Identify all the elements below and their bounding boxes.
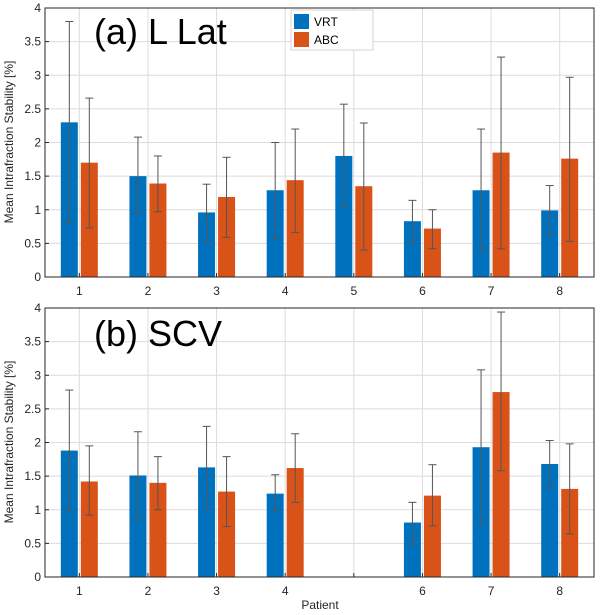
y-tick-label: 2.5: [24, 402, 41, 416]
bar-vrt-patient-2: [129, 475, 147, 577]
bar-vrt-patient-3: [198, 467, 216, 577]
panel-a-y-ticks: 0 0.5 1 1.5 2 2.5 3 3.5 4: [24, 1, 49, 284]
y-tick-label: 1: [34, 503, 41, 517]
y-tick-label: 3.5: [24, 35, 41, 49]
y-tick-label: 3: [34, 368, 41, 382]
y-tick-label: 2: [34, 136, 41, 150]
y-tick-label: 1.5: [24, 169, 41, 183]
bar-abc-patient-2: [149, 183, 167, 277]
bar-vrt-patient-8: [541, 464, 559, 577]
y-tick-label: 1.5: [24, 469, 41, 483]
bar-abc-patient-2: [149, 482, 167, 577]
panel-a-x-ticks: 1 2 3 4 5 6 7 8: [76, 273, 563, 298]
x-tick-label: 6: [419, 584, 426, 598]
bar-abc-patient-3: [218, 491, 236, 577]
bar-abc-patient-7: [492, 392, 510, 577]
legend-vrt-swatch: [294, 14, 309, 29]
y-tick-label: 0: [34, 270, 41, 284]
bar-abc-patient-6: [423, 495, 441, 577]
bar-vrt-patient-2: [129, 176, 147, 277]
y-tick-label: 0: [34, 570, 41, 584]
x-tick-label: 6: [419, 284, 426, 298]
bar-abc-patient-6: [423, 228, 441, 277]
panel-a-y-axis-label: Mean Intrafraction Stability [%]: [2, 61, 16, 224]
panel-b-chart: 0 0.5 1 1.5 2 2.5 3 3.5 4 1 2 3 4 6 7 8 (b) SCV Mean I…: [2, 301, 595, 612]
x-tick-label: 2: [145, 284, 152, 298]
x-tick-label: 5: [350, 284, 357, 298]
y-tick-label: 4: [34, 301, 41, 315]
bar-vrt-patient-4: [266, 493, 284, 577]
x-tick-label: 1: [76, 584, 83, 598]
x-tick-label: 8: [556, 284, 563, 298]
panel-a-title: (a) L Lat: [94, 11, 227, 52]
panel-b-x-ticks: 1 2 3 4 6 7 8: [76, 573, 563, 598]
panel-a-chart: 0 0.5 1 1.5 2 2.5 3 3.5 4 1 2 3 4 5 6 7 8 (a) L Lat Mea…: [2, 1, 595, 298]
y-tick-label: 3: [34, 68, 41, 82]
bar-vrt-patient-6: [403, 221, 421, 277]
x-tick-label: 3: [213, 584, 220, 598]
x-tick-label: 7: [488, 584, 495, 598]
y-tick-label: 4: [34, 1, 41, 15]
y-tick-label: 3.5: [24, 335, 41, 349]
y-tick-label: 0.5: [24, 536, 41, 550]
legend-abc-swatch: [294, 32, 309, 47]
bar-abc-patient-1: [80, 481, 98, 577]
x-tick-label: 1: [76, 284, 83, 298]
y-tick-label: 0.5: [24, 236, 41, 250]
legend: VRT ABC: [290, 9, 374, 51]
x-tick-label: 7: [488, 284, 495, 298]
bar-vrt-patient-6: [403, 522, 421, 577]
bar-vrt-patient-3: [198, 212, 216, 277]
panel-a-marks: [60, 20, 579, 277]
bar-vrt-patient-8: [541, 210, 559, 277]
x-tick-label: 4: [282, 584, 289, 598]
x-tick-label: 2: [145, 584, 152, 598]
x-tick-label: 8: [556, 584, 563, 598]
y-tick-label: 1: [34, 203, 41, 217]
bar-abc-patient-4: [286, 468, 304, 577]
panel-b-y-axis-label: Mean Intrafraction Stability [%]: [2, 361, 16, 524]
panel-b-title: (b) SCV: [94, 313, 222, 354]
x-tick-label: 3: [213, 284, 220, 298]
y-tick-label: 2: [34, 436, 41, 450]
legend-vrt-label: VRT: [314, 15, 338, 29]
panel-b-x-axis-label: Patient: [301, 598, 339, 612]
x-tick-label: 4: [282, 284, 289, 298]
y-tick-label: 2.5: [24, 102, 41, 116]
panel-b-y-ticks: 0 0.5 1 1.5 2 2.5 3 3.5 4: [24, 301, 49, 584]
bar-vrt-patient-1: [60, 450, 78, 577]
bar-vrt-patient-5: [335, 155, 353, 277]
panel-b-marks: [60, 311, 579, 577]
legend-abc-label: ABC: [314, 33, 339, 47]
